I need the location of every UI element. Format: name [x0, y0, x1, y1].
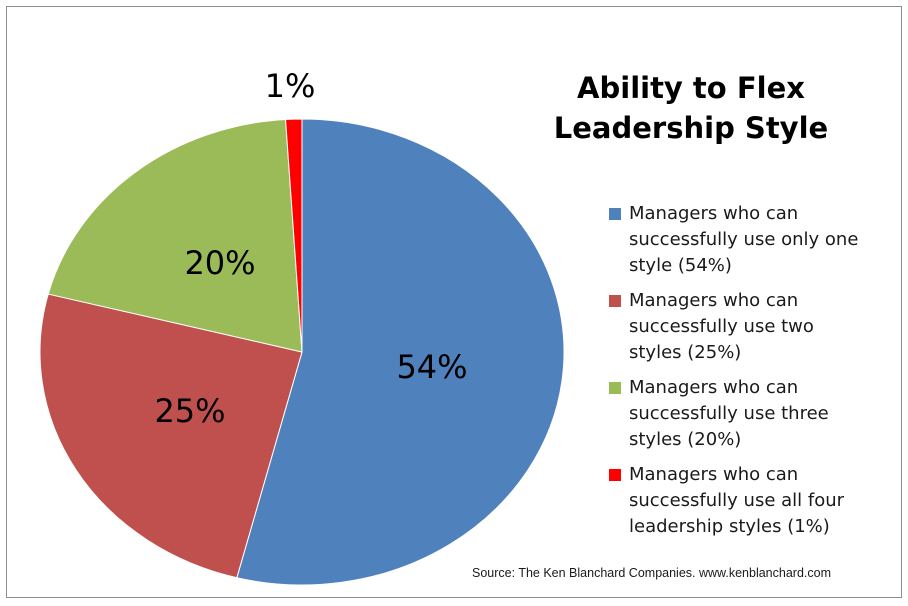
legend-item-four-styles: Managers who can successfully use all fo…	[609, 462, 899, 540]
pie-slice-two-styles	[39, 293, 303, 579]
pie-slice-three-styles	[47, 118, 303, 353]
data-label-two-styles: 25%	[154, 392, 225, 430]
legend: Managers who can successfully use only o…	[609, 201, 899, 549]
legend-label-one-style: Managers who can successfully use only o…	[629, 203, 859, 276]
legend-item-three-styles: Managers who can successfully use three …	[609, 375, 899, 453]
legend-item-one-style: Managers who can successfully use only o…	[609, 201, 899, 279]
chart-title-line-1: Ability to Flex	[577, 71, 805, 105]
legend-swatch-two-styles	[609, 295, 621, 307]
chart-title: Ability to Flex Leadership Style	[536, 68, 846, 148]
data-label-four-styles: 1%	[265, 67, 316, 105]
source-note: Source: The Ken Blanchard Companies. www…	[472, 566, 831, 580]
legend-label-three-styles: Managers who can successfully use three …	[629, 377, 829, 450]
pie-slice-one-style	[236, 118, 565, 586]
legend-swatch-four-styles	[609, 469, 621, 481]
legend-swatch-three-styles	[609, 382, 621, 394]
legend-item-two-styles: Managers who can successfully use two st…	[609, 288, 899, 366]
pie-slice-four-styles	[285, 118, 303, 353]
data-label-three-styles: 20%	[184, 244, 255, 282]
legend-label-four-styles: Managers who can successfully use all fo…	[629, 464, 845, 537]
legend-label-two-styles: Managers who can successfully use two st…	[629, 290, 814, 363]
chart-title-line-2: Leadership Style	[553, 111, 829, 145]
legend-swatch-one-style	[609, 208, 621, 220]
data-label-one-style: 54%	[396, 348, 467, 386]
